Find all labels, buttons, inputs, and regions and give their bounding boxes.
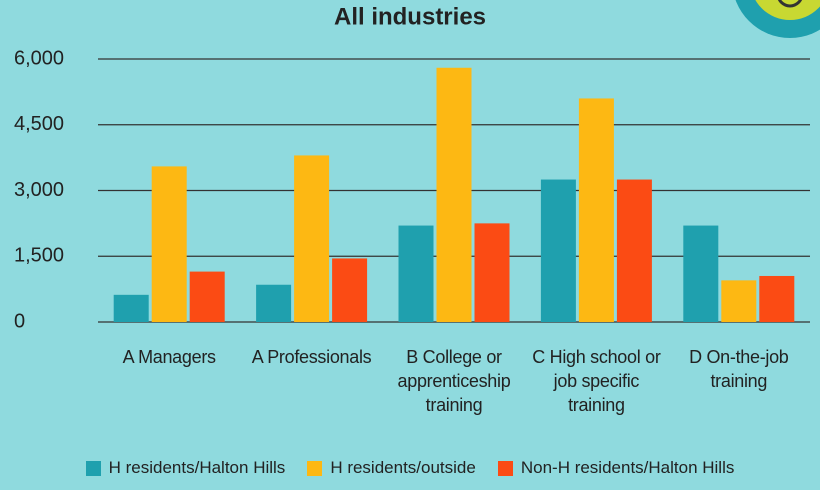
x-tick-label: D On-the-job training [689, 347, 789, 391]
logo-mark [777, 0, 803, 8]
logo-core [755, 0, 820, 20]
legend-label: Non-H residents/Halton Hills [520, 458, 735, 477]
legend-entry: H residents/Halton Hills [85, 458, 286, 478]
legend-label: H residents/Halton Hills [108, 458, 286, 477]
legend-swatch [497, 460, 513, 476]
bar [151, 166, 187, 322]
x-tick-label: A Professionals [251, 347, 372, 367]
bar [398, 225, 434, 322]
x-tick-label: B College or apprenticeship training [397, 347, 511, 415]
y-tick-label: 3,000 [14, 179, 64, 201]
bar [721, 280, 757, 322]
legend-entry: H residents/outside [307, 458, 476, 478]
y-tick-label: 4,500 [14, 113, 64, 135]
x-tick-label: C High school or job specific training [532, 347, 661, 415]
bar [616, 179, 652, 322]
legend: H residents/Halton Hills H residents/outs… [0, 458, 820, 478]
y-tick-label: 1,500 [14, 245, 64, 267]
bar [332, 258, 368, 322]
bar [294, 155, 330, 322]
x-tick-label: A Managers [122, 347, 216, 367]
bar [436, 67, 472, 323]
bar [474, 223, 510, 322]
bar [683, 225, 719, 322]
legend-swatch [85, 460, 101, 476]
bar [189, 271, 225, 322]
legend-swatch [307, 460, 323, 476]
chart-title: All industries [334, 3, 486, 30]
bar [759, 275, 795, 322]
bar [256, 284, 292, 322]
legend-entry: Non-H residents/Halton Hills [497, 458, 735, 478]
bar [578, 98, 614, 322]
y-tick-label: 6,000 [14, 47, 64, 69]
y-tick-label: 0 [14, 310, 25, 332]
bar [540, 179, 576, 322]
legend-label: H residents/outside [330, 458, 476, 477]
bar [113, 294, 149, 322]
